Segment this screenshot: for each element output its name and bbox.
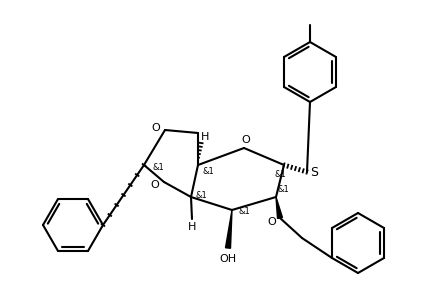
Text: O: O: [151, 180, 159, 190]
Text: &1: &1: [152, 163, 164, 172]
Text: O: O: [242, 135, 251, 145]
Text: H: H: [188, 222, 196, 232]
Text: S: S: [310, 165, 318, 179]
Text: O: O: [268, 217, 276, 227]
Text: OH: OH: [220, 254, 237, 264]
Text: &1: &1: [238, 206, 250, 216]
Polygon shape: [226, 210, 232, 248]
Text: &1: &1: [277, 185, 289, 194]
Text: O: O: [152, 123, 160, 133]
Text: &1: &1: [195, 191, 207, 200]
Text: H: H: [201, 132, 209, 142]
Polygon shape: [276, 197, 282, 218]
Text: &1: &1: [274, 169, 286, 179]
Text: &1: &1: [202, 167, 214, 176]
